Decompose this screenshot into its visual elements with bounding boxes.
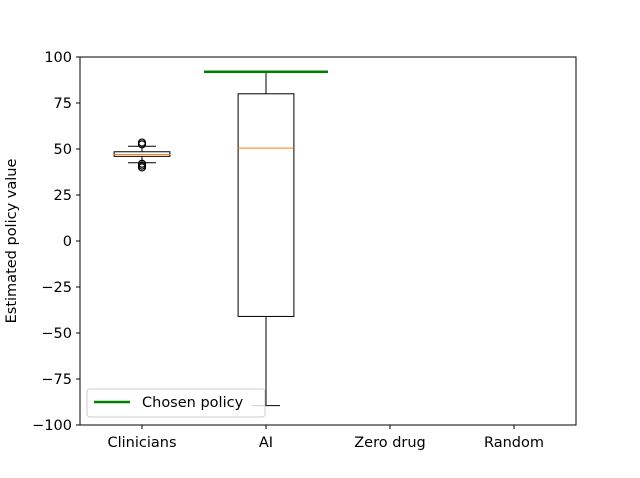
y-tick-label: −50 [41, 326, 72, 342]
x-tick-label: AI [259, 435, 273, 451]
chart-marks [113, 70, 328, 407]
x-tick-label: Clinicians [107, 435, 176, 451]
y-tick-label: 25 [54, 188, 72, 204]
y-axis-title: Estimated policy value [4, 159, 20, 324]
plot-area [80, 57, 576, 425]
legend-box [86, 388, 266, 418]
y-tick-label: 75 [54, 96, 72, 112]
axes: −100 −75 −50 −25 0 25 50 75 100 Clinicians AI Zero … [32, 50, 544, 451]
ai-box [237, 93, 295, 317]
y-tick-label: −100 [32, 418, 72, 434]
legend: Chosen policy [86, 388, 266, 418]
x-tick-label: Zero drug [354, 435, 426, 451]
plot-frame [79, 56, 577, 426]
clinicians-outlier [137, 159, 147, 168]
y-tick-label: 0 [63, 234, 72, 250]
clinicians-outlier [137, 138, 147, 147]
y-tick-label: −25 [41, 280, 72, 296]
y-tick-label: 100 [44, 50, 72, 66]
y-tick-label: −75 [41, 372, 72, 388]
x-tick-label: Random [484, 435, 544, 451]
y-tick-label: 50 [54, 142, 72, 158]
legend-chosen-policy-label: Chosen policy [142, 395, 244, 411]
